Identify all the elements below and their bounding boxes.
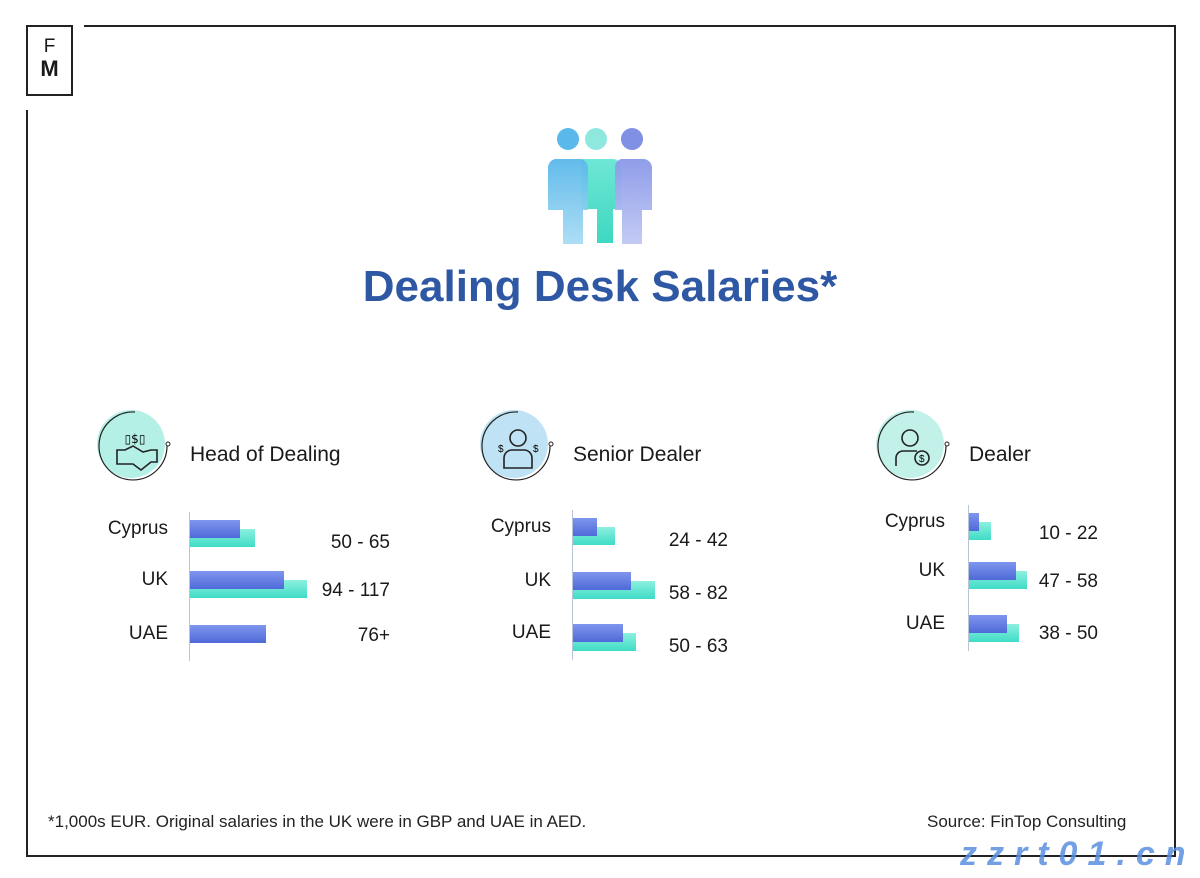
svg-text:▯$▯: ▯$▯ bbox=[125, 432, 146, 446]
source: Source: FinTop Consulting bbox=[927, 812, 1127, 831]
bar-low bbox=[190, 625, 266, 643]
bar-low bbox=[969, 562, 1016, 580]
category-label: Cyprus bbox=[107, 518, 168, 539]
panel-title: Dealer bbox=[969, 443, 1031, 466]
category-label: Cyprus bbox=[490, 516, 551, 537]
dealer-coin-icon: $ bbox=[876, 410, 950, 481]
svg-text:$: $ bbox=[919, 454, 925, 465]
handshake-money-icon: ▯$▯ bbox=[97, 410, 171, 481]
bar-low bbox=[969, 513, 979, 531]
panel-title: Senior Dealer bbox=[573, 443, 702, 466]
businessman-icon: $ $ bbox=[480, 410, 554, 481]
frame bbox=[26, 25, 1176, 857]
value-label: 38 - 50 bbox=[1038, 623, 1098, 644]
axis-line bbox=[968, 505, 969, 651]
value-label: 50 - 63 bbox=[668, 636, 728, 657]
value-label: 10 - 22 bbox=[1038, 523, 1098, 544]
value-label: 47 - 58 bbox=[1038, 571, 1098, 592]
people-icon bbox=[547, 128, 652, 244]
bar-low bbox=[969, 615, 1007, 633]
value-label: 94 - 117 bbox=[321, 580, 390, 601]
bar-low bbox=[573, 572, 631, 590]
footnote: *1,000s EUR. Original salaries in the UK… bbox=[48, 812, 587, 831]
category-label: UK bbox=[918, 560, 945, 581]
bar-low bbox=[190, 520, 240, 538]
category-label: UAE bbox=[511, 622, 551, 643]
axis-line bbox=[572, 510, 573, 660]
category-label: UAE bbox=[128, 623, 168, 644]
value-label: 58 - 82 bbox=[668, 583, 728, 604]
watermark: zzrt01.cn bbox=[960, 835, 1196, 873]
svg-text:$: $ bbox=[533, 444, 539, 455]
axis-line bbox=[189, 512, 190, 661]
category-label: UAE bbox=[905, 613, 945, 634]
page-title: Dealing Desk Salaries* bbox=[362, 262, 838, 311]
bar-low bbox=[190, 571, 284, 589]
value-label: 50 - 65 bbox=[330, 532, 390, 553]
fm-logo: F M bbox=[26, 25, 73, 96]
category-label: Cyprus bbox=[884, 511, 945, 532]
bar-low bbox=[573, 518, 597, 536]
category-label: UK bbox=[141, 569, 168, 590]
bar-low bbox=[573, 624, 623, 642]
logo-m: M bbox=[40, 56, 59, 81]
value-label: 24 - 42 bbox=[668, 530, 728, 551]
value-label: 76+ bbox=[357, 625, 390, 646]
svg-text:$: $ bbox=[498, 444, 504, 455]
logo-f: F bbox=[43, 36, 56, 57]
category-label: UK bbox=[524, 570, 551, 591]
panel-title: Head of Dealing bbox=[190, 443, 341, 466]
